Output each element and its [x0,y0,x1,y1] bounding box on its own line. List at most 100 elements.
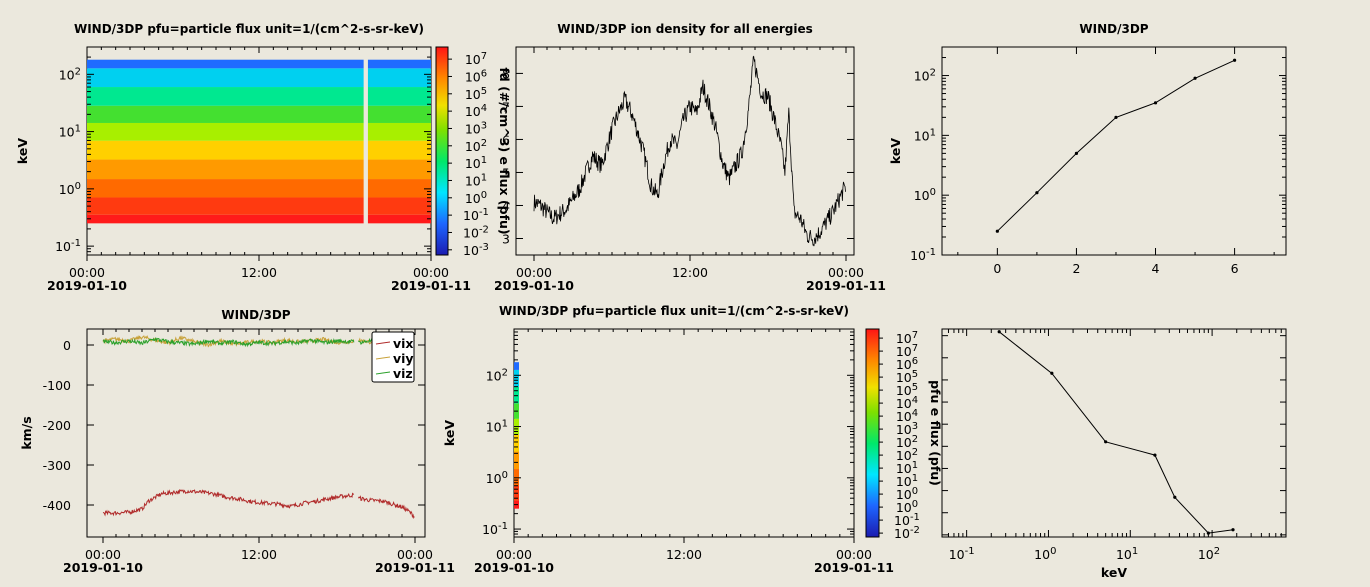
colorbar-tick-label: 107 [896,330,918,346]
plot-frame [941,328,1287,538]
chart-title: WIND/3DP [221,308,290,322]
y-tick-label: 101 [59,124,81,140]
y-axis-label: keV [442,420,457,446]
y-tick-label: 4 [502,198,510,213]
x-tick-label: 0 [993,261,1001,276]
series-line-viz [102,337,415,348]
spectrogram-panel-1: WIND/3DP pfu=particle flux unit=1/(cm^2-… [15,22,471,293]
energy-band-2.2keV [367,159,431,180]
legend-swatch-viy [375,356,391,360]
energy-band-10keV [367,122,431,141]
energy-band-2.2keV [87,159,364,180]
x-tick-label: 100 [1034,546,1056,562]
colorbar-tick-label: 100 [896,499,918,515]
y-axis-label: keV [15,138,30,164]
energy-band-0.25keV [87,214,364,224]
data-point [997,330,1001,334]
legend-box [371,331,415,383]
x-tick-label: 4 [1152,261,1160,276]
legend-swatch-vix [375,341,391,345]
colorbar-tick-label: 10-1 [463,207,489,223]
energy-band-20keV [367,105,431,123]
colorbar-1: 10-310-210-1100101101102103104105106107f… [435,46,512,258]
y-tick-label: 0 [63,338,71,353]
x-tick-label: 00:00 [836,547,872,562]
x-axis-label: keV [1101,565,1127,580]
colorbar-tick-label: 100 [896,486,918,502]
data-point [1035,191,1039,195]
colorbar-tick-label: 106 [896,356,918,372]
y-tick-label: 6 [502,132,510,147]
energy-band-180keV [514,362,519,370]
colorbar-tick-label: 106 [465,68,487,84]
x-tick-label: 12:00 [241,547,277,562]
x-date-label: 2019-01-10 [47,278,127,293]
energy-band-90keV [367,68,431,88]
y-tick-label: 100 [486,470,508,486]
colorbar-tick-label: 105 [896,382,918,398]
x-tick-label: 00:00 [828,265,864,280]
energy-band-90keV [87,68,364,88]
colorbar-tick-label: 104 [896,408,918,424]
colorbar-tick-label: 103 [465,120,487,136]
y-tick-label: -400 [43,498,71,513]
colorbar-tick-label: 105 [896,369,918,385]
energy-band-1keV [367,179,431,198]
density-panel: WIND/3DP ion density for all energies 3 4 5… [494,22,886,293]
y-tick-label: 10-1 [55,238,81,254]
energy-band-1keV [514,469,519,486]
energy-band-0.5keV [367,197,431,215]
x-tick-label: 2 [1072,261,1080,276]
x-tick-label: 6 [1231,261,1239,276]
legend-label-viy: viy [393,351,414,366]
y-axis-label: km/s [19,416,34,449]
series-line [997,59,1235,232]
colorbar-tick-label: 105 [465,86,487,102]
y-tick-label: 100 [914,187,936,203]
chart-title: WIND/3DP pfu=particle flux unit=1/(cm^2-… [499,304,849,318]
x-tick-label: 10-1 [949,546,975,562]
x-tick-label: 00:00 [85,547,121,562]
colorbar-tick-label: 104 [896,395,918,411]
x-date-label: 2019-01-11 [375,560,455,575]
colorbar-tick-label: 100 [465,190,487,206]
energy-band-1keV [87,179,364,198]
data-point [1114,115,1118,119]
chart-title: WIND/3DP [1079,22,1148,36]
data-point [1231,528,1235,532]
x-tick-label: 00:00 [496,547,532,562]
y-tick-label: 10-1 [910,247,936,263]
legend-label-vix: vix [393,336,414,351]
x-date-label: 2019-01-11 [391,278,471,293]
colorbar-gradient [865,328,880,538]
x-tick-label: 00:00 [69,265,105,280]
series-line-vix [102,489,415,519]
colorbar-tick-label: 10-1 [894,512,920,528]
energy-band-2.2keV [514,451,519,470]
y-tick-label: 102 [914,68,936,84]
x-tick-label: 12:00 [672,265,708,280]
x-date-label: 2019-01-10 [63,560,143,575]
colorbar-tick-label: 103 [896,421,918,437]
colorbar-tick-label: 101 [465,172,487,188]
y-tick-label: 10-1 [482,521,508,537]
plot-frame [941,46,1287,256]
energy-band-40keV [87,87,364,106]
y-tick-label: 8 [502,66,510,81]
data-point [995,229,999,233]
colorbar-tick-label: 10-3 [463,242,489,258]
colorbar-tick-label: 10-2 [463,224,489,240]
x-tick-label: 00:00 [413,265,449,280]
y-tick-label: -300 [43,458,71,473]
y-tick-label: 5 [502,165,510,180]
legend-swatch-viz [375,371,391,375]
data-point [1173,495,1177,499]
energy-band-4.8keV [514,434,519,452]
energy-band-40keV [514,386,519,404]
energy-band-20keV [87,105,364,123]
y-tick-label: 102 [59,66,81,82]
energy-band-4.8keV [87,140,364,160]
x-tick-label: 00:00 [397,547,433,562]
chart-title: WIND/3DP ion density for all energies [557,22,813,36]
